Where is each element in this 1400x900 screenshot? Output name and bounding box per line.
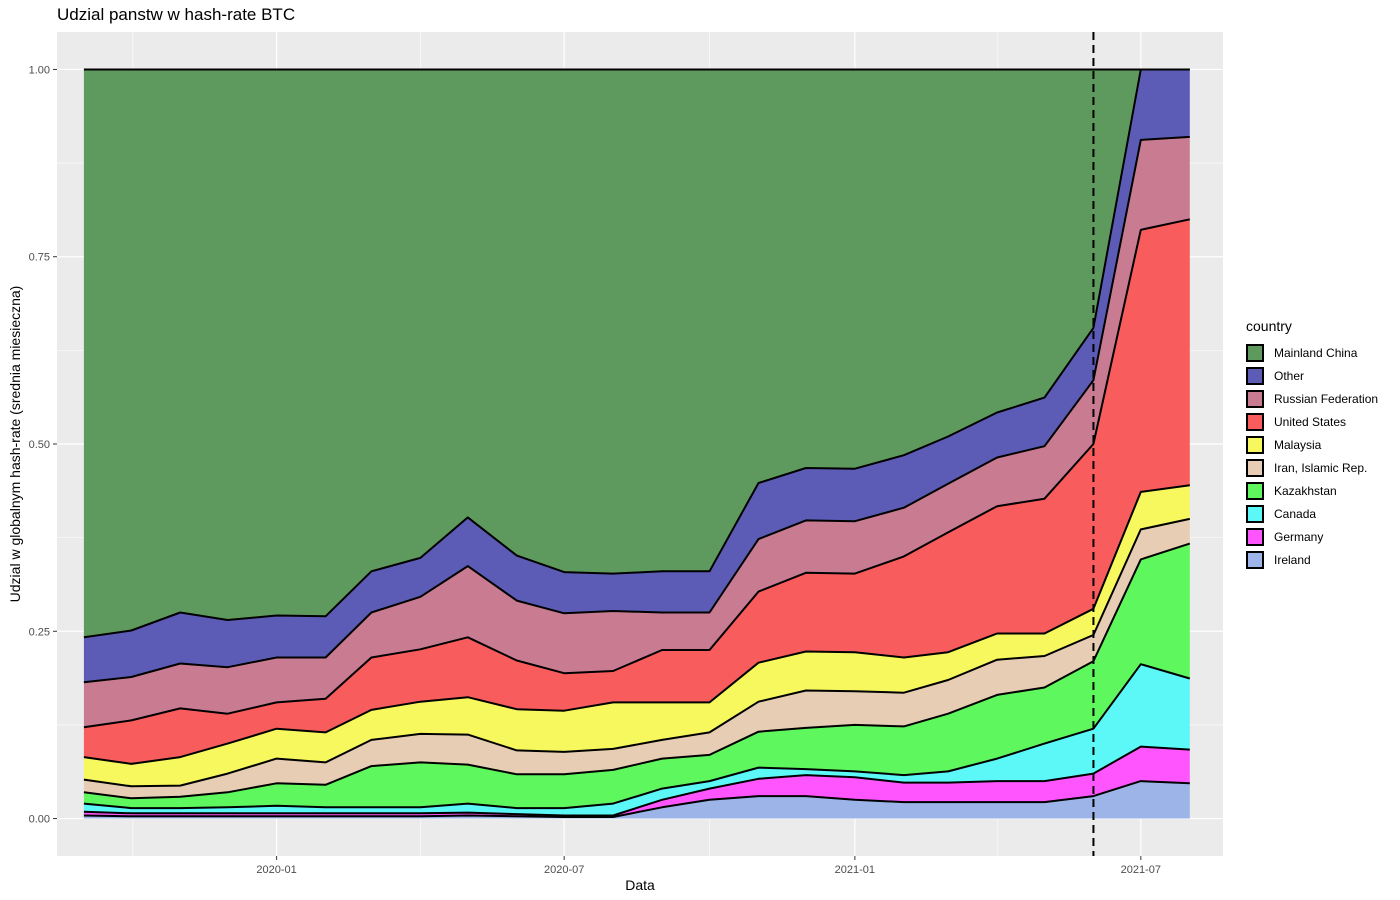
- legend-item-mainland-china: Mainland China: [1246, 341, 1378, 364]
- y-tick-label: 1.00: [29, 64, 50, 76]
- x-axis-title: Data: [625, 877, 655, 893]
- legend-key: [1246, 504, 1264, 523]
- x-tick-label: 2020-01: [256, 864, 296, 876]
- legend-item-russian-federation: Russian Federation: [1246, 387, 1378, 410]
- legend-item-canada: Canada: [1246, 502, 1378, 525]
- outline-united-states: [83, 218, 1191, 729]
- y-tick-label: 0.00: [29, 814, 50, 826]
- area-layers: [83, 69, 1190, 819]
- legend-label: Iran, Islamic Rep.: [1274, 460, 1368, 475]
- area-kazakhstan: [83, 543, 1190, 809]
- legend-title: country: [1246, 318, 1292, 334]
- legend-items: Mainland China Other Russian Federation Uni…: [1246, 341, 1378, 571]
- legend-key: [1246, 458, 1264, 477]
- x-tick-label: 2021-01: [835, 864, 875, 876]
- outline-germany: [83, 745, 1190, 817]
- legend-item-iran-islamic-rep: Iran, Islamic Rep.: [1246, 456, 1378, 479]
- outline-malaysia: [83, 484, 1190, 765]
- y-axis-ticks: 0.00 0.25 0.50 0.75 1.00: [29, 64, 57, 826]
- legend-label: Russian Federation: [1274, 391, 1379, 406]
- chart-title: Udzial panstw w hash-rate BTC: [57, 5, 296, 24]
- legend-key: [1246, 366, 1264, 385]
- outline-russian-federation: [83, 135, 1190, 684]
- legend-label: Kazakhstan: [1274, 483, 1337, 498]
- x-tick-label: 2020-07: [544, 864, 584, 876]
- outline-other: [83, 68, 1190, 639]
- legend-label: Malaysia: [1274, 437, 1322, 452]
- outline-ireland: [83, 780, 1190, 818]
- legend-item-malaysia: Malaysia: [1246, 433, 1378, 456]
- area-germany: [83, 746, 1190, 817]
- area-other: [83, 69, 1190, 683]
- x-tick-label: 2021-07: [1121, 864, 1161, 876]
- area-canada: [83, 664, 1190, 816]
- legend-label: Ireland: [1274, 552, 1311, 567]
- legend-label: Other: [1274, 368, 1305, 383]
- area-russian-federation: [83, 136, 1190, 728]
- legend-key: [1246, 435, 1264, 454]
- outline-kazakhstan: [83, 542, 1191, 800]
- y-tick-label: 0.50: [29, 439, 50, 451]
- legend-item-ireland: Ireland: [1246, 548, 1378, 571]
- y-axis-title: Udzial w globalnym hash-rate (srednia mi…: [7, 286, 23, 603]
- legend-key: [1246, 343, 1264, 362]
- legend-label: Canada: [1274, 506, 1317, 521]
- legend-label: United States: [1274, 414, 1347, 429]
- area-mainland-china: [83, 69, 1190, 638]
- legend-item-united-states: United States: [1246, 410, 1378, 433]
- legend-key: [1246, 550, 1264, 569]
- legend-key: [1246, 481, 1264, 500]
- legend-item-kazakhstan: Kazakhstan: [1246, 479, 1378, 502]
- legend: country Mainland China Other Russian Feder…: [1246, 318, 1378, 571]
- legend-item-germany: Germany: [1246, 525, 1378, 548]
- area-malaysia: [83, 485, 1190, 787]
- legend-key: [1246, 389, 1264, 408]
- area-united-states: [83, 219, 1190, 764]
- legend-item-other: Other: [1246, 364, 1378, 387]
- area-ireland: [83, 781, 1190, 819]
- legend-label: Mainland China: [1274, 345, 1358, 360]
- outline-iran-islamic-rep: [83, 517, 1191, 788]
- y-tick-label: 0.25: [29, 626, 50, 638]
- legend-key: [1246, 412, 1264, 431]
- area-outlines: [83, 68, 1191, 818]
- legend-key: [1246, 527, 1264, 546]
- y-tick-label: 0.75: [29, 252, 50, 264]
- outline-canada: [83, 663, 1191, 810]
- x-axis-ticks: 2020-01 2020-07 2021-01 2021-07: [256, 856, 1161, 876]
- legend-label: Germany: [1274, 529, 1324, 544]
